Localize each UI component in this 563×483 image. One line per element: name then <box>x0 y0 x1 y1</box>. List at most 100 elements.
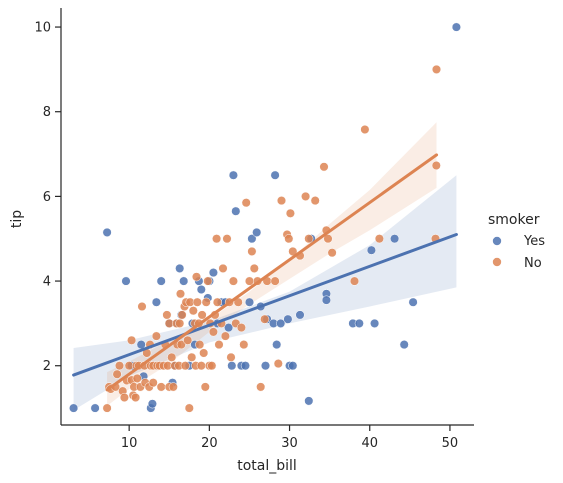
legend: smoker Yes No <box>488 212 545 271</box>
point-no <box>273 359 283 369</box>
x-tick-label: 40 <box>361 436 378 451</box>
point-no <box>175 318 185 328</box>
point-yes <box>260 361 271 371</box>
x-tick-label: 30 <box>281 436 298 451</box>
point-no <box>195 340 205 350</box>
point-yes <box>451 22 461 32</box>
x-tick-label: 10 <box>121 436 138 451</box>
point-no <box>241 198 251 208</box>
regression-line-yes <box>72 232 458 377</box>
point-yes <box>354 318 364 328</box>
point-yes <box>208 268 218 278</box>
point-no <box>207 361 217 371</box>
point-no <box>301 191 311 201</box>
point-yes <box>179 276 189 286</box>
point-yes <box>270 170 280 180</box>
point-no <box>327 248 337 258</box>
point-no <box>276 196 287 206</box>
x-tick-label: 50 <box>442 436 459 451</box>
point-no <box>214 340 224 350</box>
axes: 10 20 30 40 50 2 4 6 8 10 <box>34 8 474 451</box>
point-no <box>218 263 228 273</box>
point-no <box>270 276 280 286</box>
point-yes <box>304 396 314 406</box>
ci-band-no <box>107 122 437 406</box>
point-no <box>151 331 161 341</box>
point-no <box>208 327 218 337</box>
point-no <box>137 301 147 312</box>
point-yes <box>399 340 409 350</box>
confidence-bands <box>73 122 457 411</box>
point-no <box>226 352 236 362</box>
point-no <box>192 297 202 307</box>
ci-band-yes <box>73 175 457 411</box>
point-no <box>319 162 329 172</box>
point-no <box>196 361 206 371</box>
point-no <box>323 234 333 244</box>
point-yes <box>276 318 286 328</box>
point-no <box>183 335 193 345</box>
point-no <box>360 124 370 135</box>
point-yes <box>288 361 298 371</box>
point-no <box>119 392 129 403</box>
point-yes <box>196 284 206 295</box>
point-no <box>284 234 294 244</box>
point-no <box>102 403 112 413</box>
point-yes <box>321 295 331 305</box>
point-no <box>201 297 211 307</box>
point-no <box>199 348 209 358</box>
legend-marker-no <box>492 257 502 267</box>
legend-label-no: No <box>524 256 542 271</box>
regression-lines <box>72 153 458 392</box>
point-no <box>162 310 172 320</box>
point-no <box>114 361 125 371</box>
point-no <box>177 310 187 320</box>
point-yes <box>295 310 305 320</box>
x-axis-label: total_bill <box>237 458 297 474</box>
y-tick-label: 10 <box>34 21 51 36</box>
point-no <box>200 382 210 392</box>
point-yes <box>175 263 185 273</box>
point-no <box>349 276 360 286</box>
point-yes <box>252 227 262 237</box>
point-no <box>180 361 190 371</box>
point-yes <box>408 297 418 307</box>
point-yes <box>224 323 234 333</box>
point-no <box>212 234 222 244</box>
point-no <box>175 289 186 299</box>
point-yes <box>156 276 166 286</box>
legend-title: smoker <box>488 212 540 228</box>
point-no <box>239 340 249 350</box>
point-no <box>222 234 232 244</box>
point-yes <box>231 206 241 216</box>
point-yes <box>244 297 255 307</box>
point-no <box>260 314 270 324</box>
y-tick-label: 4 <box>43 275 51 290</box>
point-no <box>176 340 186 350</box>
point-no <box>191 272 202 282</box>
data-points <box>69 22 461 413</box>
point-no <box>220 331 230 341</box>
point-no <box>188 306 198 316</box>
regression-line-no <box>105 153 439 392</box>
legend-marker-yes <box>492 236 502 246</box>
point-yes <box>90 403 100 413</box>
point-yes <box>247 234 257 244</box>
point-no <box>310 196 320 206</box>
y-tick-label: 6 <box>43 190 51 205</box>
point-no <box>197 310 207 320</box>
point-no <box>184 403 194 413</box>
point-no <box>148 378 158 388</box>
point-no <box>187 352 197 362</box>
point-no <box>431 160 441 171</box>
point-no <box>244 276 255 286</box>
y-tick-label: 8 <box>43 105 51 120</box>
point-no <box>374 234 384 244</box>
y-tick-label: 2 <box>43 359 51 374</box>
point-no <box>228 276 238 286</box>
point-no <box>156 382 166 392</box>
point-yes <box>228 170 238 180</box>
point-no <box>247 246 257 256</box>
point-no <box>168 382 178 392</box>
